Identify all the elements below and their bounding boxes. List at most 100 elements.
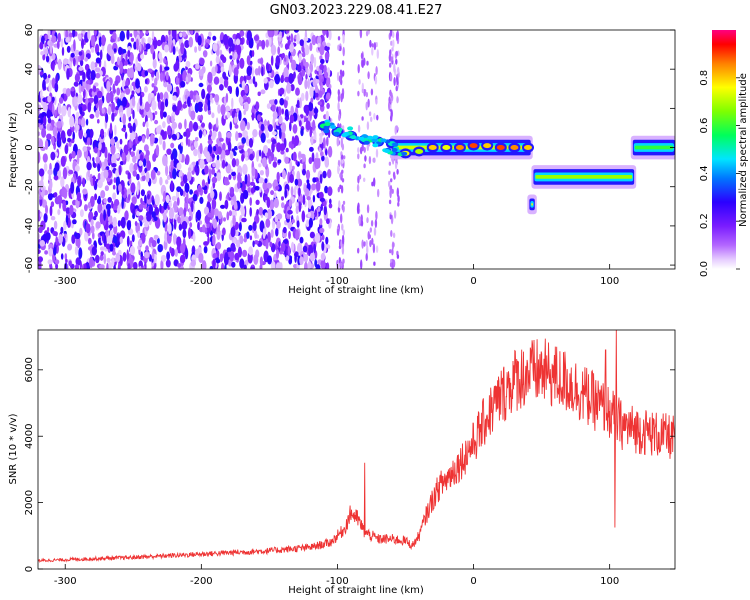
noise-speckle [271,131,277,136]
noise-speckle [184,94,188,100]
sparse-noise-speckle [393,210,397,219]
noise-speckle [269,241,273,248]
noise-speckle [114,80,119,86]
noise-speckle [124,131,128,140]
noise-speckle [203,246,208,254]
noise-speckle [304,61,309,69]
sparse-noise-speckle [363,163,366,169]
sparse-noise-speckle [375,245,379,253]
noise-speckle [160,101,165,112]
noise-speckle [256,209,259,216]
noise-speckle [65,258,68,263]
noise-speckle [311,34,317,46]
noise-speckle [100,141,106,154]
noise-speckle [254,185,260,191]
signal-track-detail [323,129,330,134]
noise-speckle [297,64,302,73]
noise-speckle [213,208,219,217]
noise-speckle [78,51,83,56]
signal-track-detail [401,151,408,156]
noise-speckle [219,84,224,91]
noise-speckle [121,197,124,209]
sparse-noise-speckle [368,156,372,165]
signal-track-detail [330,125,337,129]
noise-speckle [126,249,129,262]
sparse-noise-speckle [365,101,368,111]
noise-speckle [285,30,290,34]
noise-speckle [178,151,182,163]
noise-speckle [305,106,310,117]
noise-speckle [136,102,140,112]
noise-speckle [57,32,61,43]
noise-speckle [159,203,162,213]
noise-speckle [88,97,95,103]
noise-speckle [192,121,199,132]
noise-speckle [112,83,116,93]
signal-track-detail [333,131,340,136]
noise-speckle [254,81,258,88]
noise-speckle [207,71,213,84]
noise-speckle [98,99,103,107]
noise-speckle [223,254,229,266]
noise-speckle [46,133,52,140]
sparse-noise-speckle [373,177,376,187]
noise-speckle [139,41,142,52]
sparse-noise-speckle [337,94,341,103]
noise-speckle [180,180,185,187]
noise-speckle [116,140,120,149]
noise-speckle [187,96,191,107]
noise-speckle [160,254,167,262]
sparse-noise-speckle [373,261,376,266]
signal-block-core [535,175,633,179]
noise-speckle [282,169,286,180]
noise-speckle [231,261,236,268]
noise-speckle [53,220,58,230]
noise-speckle [95,109,100,119]
noise-speckle [63,58,69,65]
noise-speckle [54,109,57,118]
noise-speckle [284,116,290,121]
noise-speckle [251,50,255,57]
noise-speckle [321,234,325,241]
noise-speckle [139,94,143,107]
noise-speckle [305,73,308,80]
noise-speckle [117,262,121,269]
noise-speckle [237,181,241,190]
noise-speckle [184,118,187,130]
noise-speckle [216,242,222,250]
noise-speckle [109,243,114,252]
noise-speckle [260,132,266,143]
noise-speckle [144,70,149,77]
noise-speckle [249,235,253,241]
noise-speckle [233,200,238,210]
noise-speckle [279,87,285,95]
noise-speckle [126,30,130,40]
noise-speckle [285,147,289,153]
noise-speckle [287,245,291,257]
noise-speckle [234,124,239,129]
sparse-noise-speckle [395,58,398,65]
noise-speckle [309,252,315,262]
noise-speckle [280,150,285,155]
spectrogram-y-tick-label: 40 [24,63,35,76]
sparse-noise-speckle [357,147,360,154]
sparse-noise-speckle [361,116,364,121]
noise-speckle [103,209,106,221]
sparse-noise-speckle [388,101,391,111]
noise-speckle [63,233,67,239]
sparse-noise-speckle [388,53,392,62]
noise-speckle [178,134,183,140]
sparse-noise-speckle [367,71,370,80]
noise-speckle [164,66,170,71]
sparse-noise-speckle [339,69,343,76]
noise-speckle [158,51,163,60]
noise-speckle [166,175,171,180]
noise-speckle [211,176,218,184]
sparse-noise-speckle [374,219,378,228]
noise-speckle [224,149,231,156]
sparse-noise-speckle [392,232,396,239]
sparse-noise-speckle [342,70,345,77]
noise-speckle [279,143,286,152]
noise-speckle [144,101,150,112]
noise-speckle [280,74,284,82]
